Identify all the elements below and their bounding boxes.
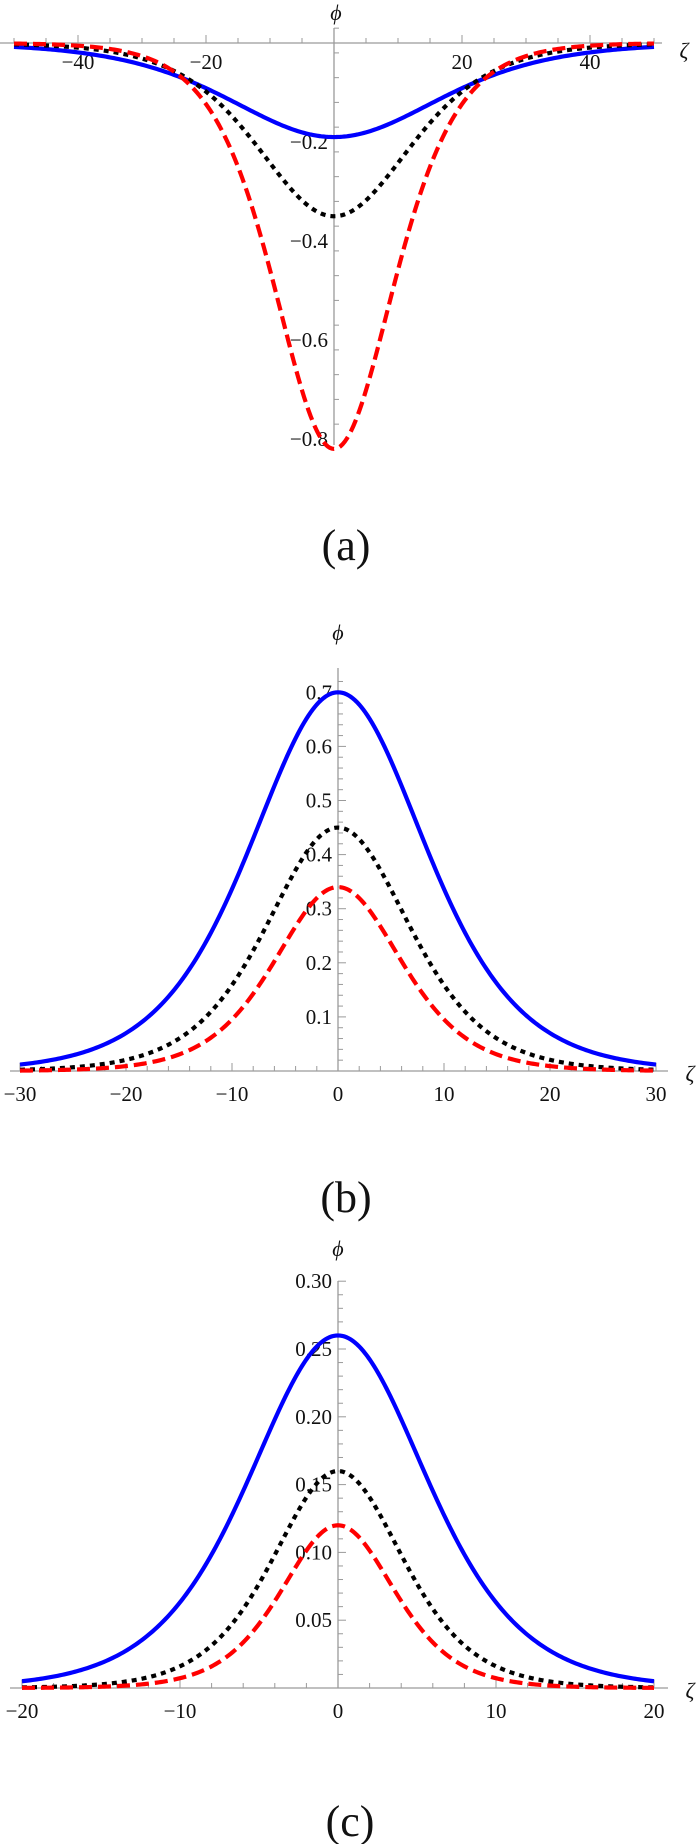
y-tick-label: 0.5 bbox=[306, 789, 332, 813]
y-tick-label: −0.8 bbox=[290, 427, 328, 451]
panel-a-x-axis-label: ζ bbox=[680, 38, 691, 63]
y-tick-label: 0.30 bbox=[295, 1269, 332, 1293]
x-tick-label: 20 bbox=[540, 1082, 561, 1106]
x-tick-label: 10 bbox=[434, 1082, 455, 1106]
panel-b-caption: (b) bbox=[320, 1173, 371, 1222]
x-tick-label: 40 bbox=[580, 50, 601, 74]
series-dotted-black bbox=[19, 825, 657, 1072]
y-tick-label: −0.4 bbox=[290, 229, 329, 253]
series-solid-blue bbox=[19, 690, 657, 1067]
x-tick-label: 0 bbox=[333, 1082, 344, 1106]
y-tick-label: 0.1 bbox=[306, 1005, 332, 1029]
x-tick-label: −10 bbox=[216, 1082, 249, 1106]
x-tick-label: −10 bbox=[164, 1699, 197, 1723]
y-tick-label: 0.20 bbox=[295, 1405, 332, 1429]
x-tick-label: 0 bbox=[333, 1699, 344, 1723]
x-tick-label: 10 bbox=[486, 1699, 507, 1723]
y-tick-label: 0.2 bbox=[306, 951, 332, 975]
x-tick-label: −20 bbox=[110, 1082, 143, 1106]
panel-b-y-axis-label: ϕ bbox=[332, 620, 343, 645]
series-dotted-black bbox=[13, 42, 655, 219]
series-dotted-black bbox=[21, 1468, 655, 1690]
panel-c-x-axis-label: ζ bbox=[686, 1678, 697, 1703]
panel-c-caption: (c) bbox=[326, 1797, 375, 1844]
panel-a-y-axis-label: ϕ bbox=[330, 0, 341, 25]
panel-b-chart: −30 −20 −10 0 10 20 300.10.20.30.40.50.60.7 bbox=[4, 668, 668, 1106]
panel-c-chart: −20 −10 0 10 200.050.100.150.200.250.30 bbox=[6, 1269, 668, 1723]
x-tick-label: 20 bbox=[452, 50, 473, 74]
series-dashed-red bbox=[19, 884, 657, 1073]
x-tick-label: −20 bbox=[190, 50, 223, 74]
series-dashed-red bbox=[13, 41, 655, 452]
x-tick-label: −20 bbox=[6, 1699, 39, 1723]
panel-b-x-axis-label: ζ bbox=[686, 1061, 697, 1086]
y-tick-label: 0.4 bbox=[306, 843, 333, 867]
panel-c-y-axis-label: ϕ bbox=[332, 1236, 343, 1261]
y-tick-label: 0.3 bbox=[306, 897, 332, 921]
y-tick-label: −0.6 bbox=[290, 328, 328, 352]
panel-a-chart: −40 −20 20 40−0.2−0.4−0.6−0.8 bbox=[0, 27, 662, 452]
x-tick-label: −30 bbox=[4, 1082, 37, 1106]
x-tick-label: 30 bbox=[646, 1082, 667, 1106]
panel-a-caption: (a) bbox=[322, 521, 371, 570]
x-tick-label: 20 bbox=[644, 1699, 665, 1723]
y-tick-label: 0.05 bbox=[295, 1608, 332, 1632]
series-solid-blue bbox=[21, 1333, 655, 1684]
series-dashed-red bbox=[21, 1523, 655, 1690]
y-tick-label: 0.6 bbox=[306, 734, 332, 758]
series-solid-blue bbox=[13, 44, 655, 140]
